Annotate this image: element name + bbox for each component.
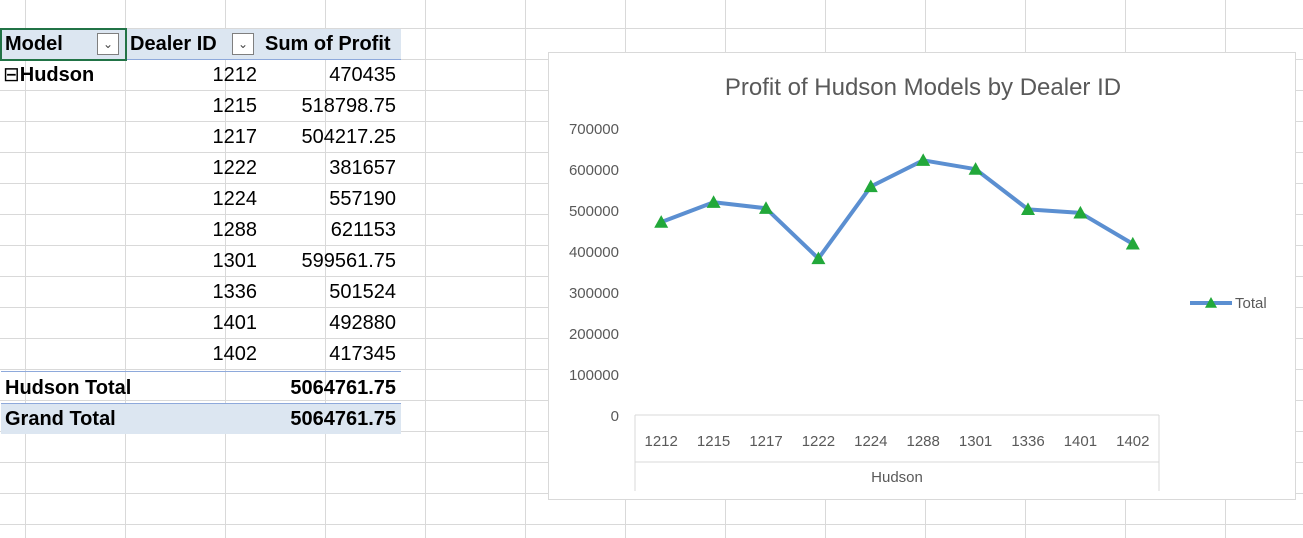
profit-cell[interactable]: 599561.75 [301, 250, 396, 272]
profit-cell[interactable]: 417345 [329, 343, 396, 365]
x-tick-label: 1301 [959, 433, 992, 450]
dealer-id-cell[interactable]: 1288 [212, 219, 258, 241]
x-group-label: Hudson [871, 469, 923, 486]
x-tick-label: 1212 [645, 433, 678, 450]
y-tick-label: 700000 [569, 121, 619, 138]
legend-label: Total [1235, 295, 1267, 312]
data-point-marker [759, 201, 773, 214]
dealer-id-cell[interactable]: 1402 [212, 343, 258, 365]
dropdown-icon[interactable]: ⌄ [232, 33, 254, 55]
y-tick-label: 400000 [569, 244, 619, 261]
y-tick-label: 500000 [569, 203, 619, 220]
dealer-id-cell[interactable]: 1401 [212, 312, 258, 334]
x-tick-label: 1401 [1064, 433, 1097, 450]
data-point-marker [916, 153, 931, 166]
data-point-marker [654, 215, 669, 228]
subtotal-label[interactable]: Hudson Total [5, 377, 132, 399]
dealer-id-cell[interactable]: 1224 [212, 188, 258, 210]
collapse-icon[interactable]: ⊟ [3, 64, 20, 86]
x-tick-label: 1217 [749, 433, 782, 450]
subtotal-value[interactable]: 5064761.75 [290, 377, 396, 399]
x-tick-label: 1402 [1116, 433, 1149, 450]
data-point-marker [968, 162, 983, 175]
model-name: Hudson [19, 64, 95, 86]
data-point-marker [1021, 202, 1035, 215]
x-tick-label: 1215 [697, 433, 730, 450]
profit-cell[interactable]: 557190 [329, 188, 396, 210]
dealer-id-cell[interactable]: 1301 [212, 250, 258, 272]
y-tick-label: 0 [611, 408, 619, 425]
profit-cell[interactable]: 381657 [329, 157, 396, 179]
profit-cell[interactable]: 492880 [329, 312, 396, 334]
chart-canvas: Profit of Hudson Models by Dealer ID 0 100… [569, 74, 1267, 491]
dealer-id-cell[interactable]: 1212 [212, 64, 258, 86]
chart-title: Profit of Hudson Models by Dealer ID [725, 74, 1121, 101]
model-row-label[interactable]: ⊟Hudson [3, 60, 94, 91]
header-sum-of-profit[interactable]: Sum of Profit [265, 33, 391, 55]
filter-dropdown-icon[interactable]: ⌄ [97, 33, 119, 55]
dealer-id-cell[interactable]: 1217 [212, 126, 258, 148]
header-underline [1, 59, 401, 60]
pivot-header-background [1, 29, 401, 59]
header-dealer-id[interactable]: Dealer ID [130, 33, 217, 55]
dealer-id-cell[interactable]: 1215 [212, 95, 258, 117]
x-tick-label: 1224 [854, 433, 887, 450]
x-tick-label: 1336 [1011, 433, 1044, 450]
dealer-id-cell[interactable]: 1222 [212, 157, 258, 179]
profit-cell[interactable]: 470435 [329, 64, 396, 86]
dealer-id-cell[interactable]: 1336 [212, 281, 258, 303]
y-tick-label: 100000 [569, 367, 619, 384]
data-point-marker [1073, 205, 1088, 219]
grand-total-top-line [1, 403, 401, 404]
profit-cell[interactable]: 518798.75 [301, 95, 396, 117]
profit-cell[interactable]: 501524 [329, 281, 396, 303]
y-tick-label: 300000 [569, 285, 619, 302]
legend-marker [1205, 297, 1217, 308]
x-tick-label: 1222 [802, 433, 835, 450]
grand-total-label[interactable]: Grand Total [5, 408, 116, 430]
data-point-marker [706, 195, 721, 208]
profit-cell[interactable]: 504217.25 [301, 126, 396, 148]
data-point-marker [811, 251, 826, 265]
line-chart[interactable]: Profit of Hudson Models by Dealer ID 0 100… [548, 52, 1296, 500]
y-tick-label: 200000 [569, 326, 619, 343]
profit-cell[interactable]: 621153 [330, 219, 396, 241]
selected-cell[interactable] [0, 28, 127, 61]
grand-total-value[interactable]: 5064761.75 [290, 408, 396, 430]
series-line-total [659, 158, 1135, 261]
data-point-marker [1125, 236, 1140, 250]
grand-total-background [1, 404, 401, 434]
subtotal-top-line [1, 371, 401, 372]
header-model[interactable]: Model [5, 33, 63, 55]
y-tick-label: 600000 [569, 162, 619, 179]
data-point-marker [863, 179, 878, 193]
x-tick-label: 1288 [907, 433, 940, 450]
